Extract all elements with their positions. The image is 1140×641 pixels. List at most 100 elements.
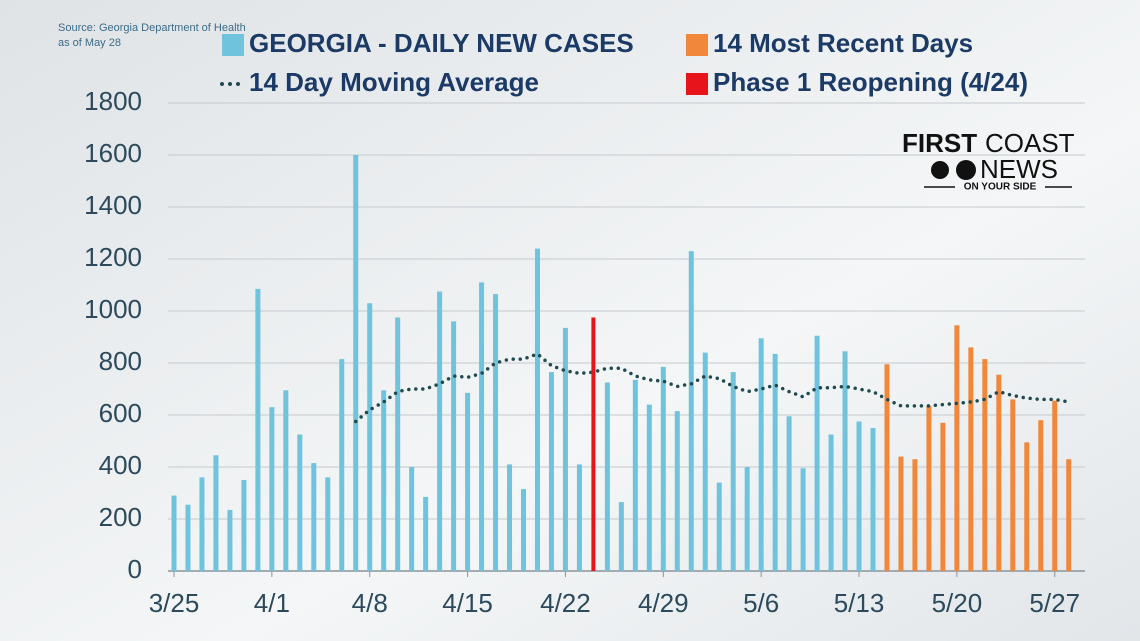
bar — [479, 282, 485, 571]
y-tick-label: 1000 — [84, 294, 142, 324]
source-date: as of May 28 — [58, 37, 121, 49]
logo-first: FIRST — [902, 128, 977, 158]
bar — [199, 477, 205, 571]
bar — [395, 317, 401, 571]
logo-abc — [956, 160, 976, 180]
bar — [269, 407, 275, 571]
bar — [1024, 442, 1030, 571]
bar — [996, 374, 1002, 571]
y-tick-label: 1600 — [84, 138, 142, 168]
bar — [1038, 420, 1044, 571]
legend-label: 14 Most Recent Days — [713, 28, 973, 58]
bar — [297, 434, 303, 571]
x-tick-label: 4/22 — [540, 588, 591, 618]
bar — [325, 477, 331, 571]
bar — [842, 351, 848, 571]
bar — [423, 496, 429, 571]
bar — [409, 467, 415, 571]
bar — [311, 463, 317, 571]
bar — [562, 327, 568, 571]
y-tick-label: 0 — [128, 554, 142, 584]
bar — [646, 404, 652, 571]
bar — [660, 366, 666, 571]
bar — [828, 434, 834, 571]
bar — [241, 480, 247, 571]
bar — [954, 325, 960, 571]
bar — [451, 321, 457, 571]
legend-label: GEORGIA - DAILY NEW CASES — [249, 28, 634, 58]
x-tick-label: 5/20 — [932, 588, 983, 618]
bar — [800, 468, 806, 571]
bar — [534, 248, 540, 571]
x-tick-label: 4/15 — [442, 588, 493, 618]
bar — [632, 379, 638, 571]
bar — [521, 489, 526, 571]
bar — [730, 372, 736, 571]
bar — [1052, 400, 1058, 571]
logo-news: NEWS — [980, 154, 1058, 184]
bar — [465, 392, 471, 571]
x-tick-label: 4/29 — [638, 588, 689, 618]
bar — [591, 317, 596, 571]
moving-average — [353, 351, 1071, 424]
bar — [381, 390, 387, 571]
y-tick-label: 400 — [99, 450, 142, 480]
bar — [926, 405, 932, 571]
bar — [367, 303, 373, 571]
bar — [185, 504, 191, 571]
x-tick-label: 4/8 — [352, 588, 388, 618]
bar — [339, 359, 345, 571]
bar — [814, 335, 820, 571]
bar — [702, 352, 708, 571]
y-tick-label: 1200 — [84, 242, 142, 272]
bar — [255, 288, 261, 571]
bar — [171, 495, 177, 571]
bar — [1010, 399, 1016, 571]
bar — [870, 428, 876, 571]
logo-tagline: ON YOUR SIDE — [964, 182, 1037, 193]
bar — [507, 464, 513, 571]
legend-marker — [686, 73, 708, 95]
bar — [548, 372, 554, 571]
bar — [758, 338, 764, 571]
y-tick-label: 600 — [99, 398, 142, 428]
bar — [884, 364, 890, 571]
bar — [772, 353, 778, 571]
bar — [716, 482, 722, 571]
x-tick-label: 5/6 — [743, 588, 779, 618]
x-tick-label: 4/1 — [254, 588, 290, 618]
logo-peacock — [931, 161, 949, 179]
bar — [982, 359, 988, 571]
bar — [898, 456, 904, 571]
bar — [1066, 459, 1072, 571]
bar — [744, 467, 750, 571]
bar — [283, 390, 289, 571]
y-tick-label: 800 — [99, 346, 142, 376]
bar — [674, 411, 680, 571]
bar — [968, 347, 974, 571]
y-tick-label: 200 — [99, 502, 142, 532]
x-tick-label: 5/13 — [834, 588, 885, 618]
bar — [576, 464, 582, 571]
logo: FIRST COAST NEWS ON YOUR SIDE — [902, 128, 1075, 193]
bar — [940, 422, 946, 571]
y-tick-label: 1400 — [84, 190, 142, 220]
bar — [437, 291, 443, 571]
x-tick-label: 3/25 — [149, 588, 200, 618]
bar — [227, 509, 233, 571]
x-tick-label: 5/27 — [1029, 588, 1080, 618]
bar — [786, 416, 792, 571]
legend-marker — [686, 34, 708, 56]
bar — [856, 421, 862, 571]
bar — [353, 155, 359, 571]
bar — [912, 459, 918, 571]
y-tick-label: 1800 — [84, 86, 142, 116]
source: Source: Georgia Department of Health — [58, 22, 246, 34]
legend-marker — [222, 34, 244, 56]
bar — [493, 294, 499, 571]
logo-coast: COAST — [985, 128, 1075, 158]
bar — [213, 455, 219, 571]
legend-label: Phase 1 Reopening (4/24) — [713, 67, 1028, 97]
legend-label: 14 Day Moving Average — [249, 67, 539, 97]
